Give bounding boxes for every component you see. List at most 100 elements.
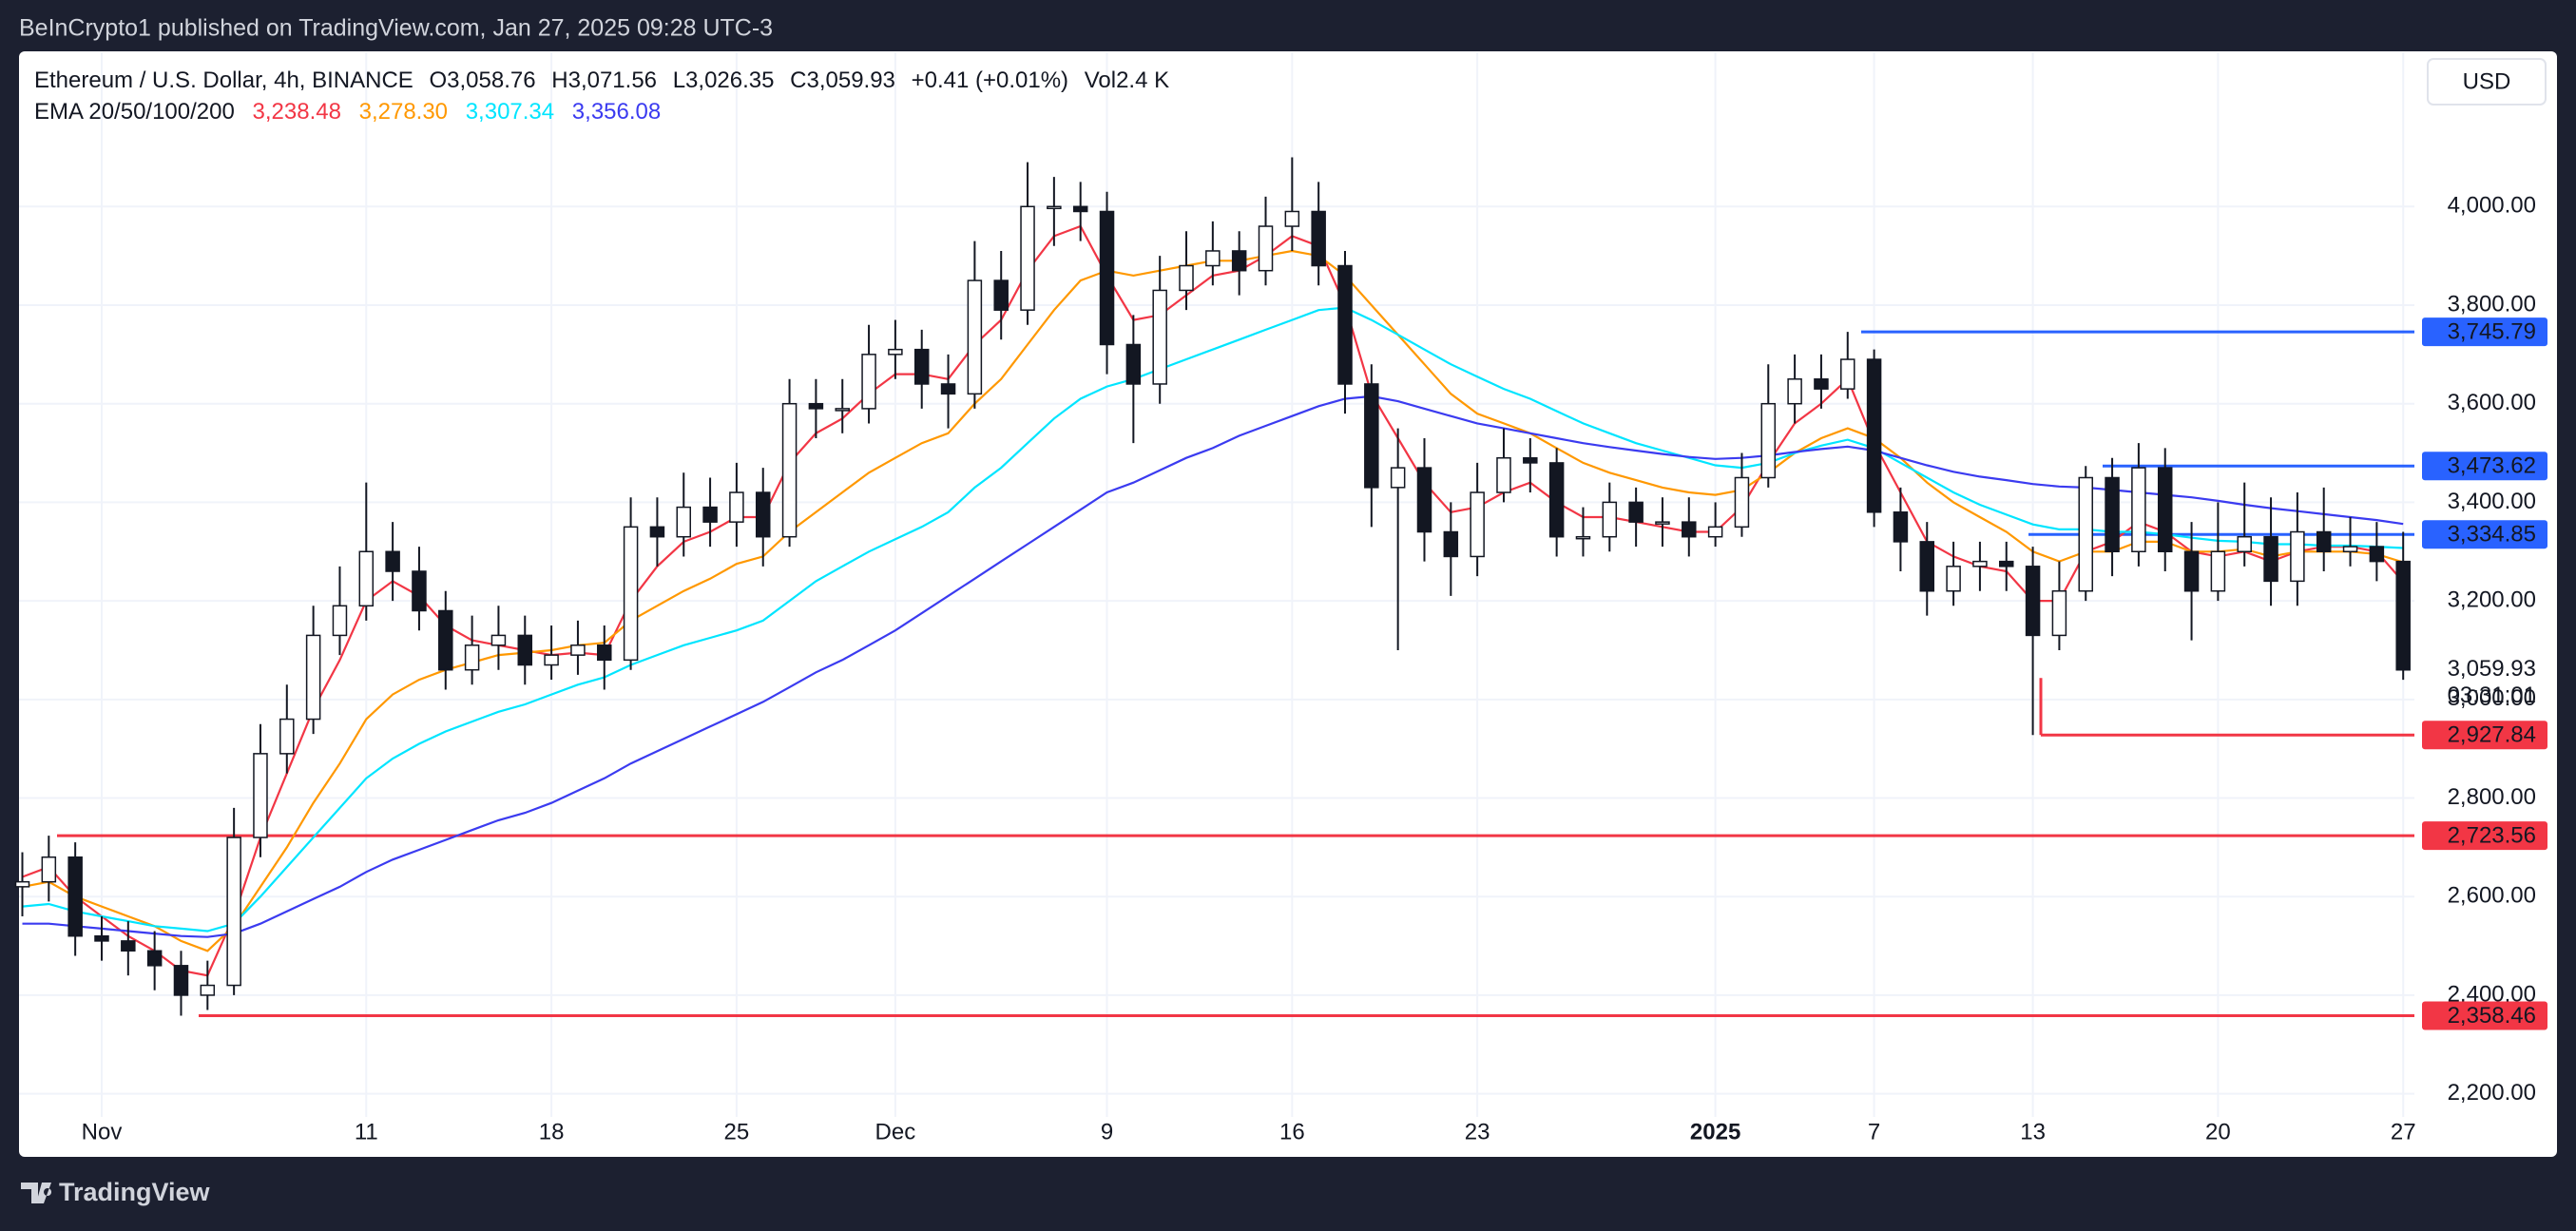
y-tick-label: 3,600.00: [2448, 390, 2536, 415]
publisher: BeInCrypto1 published on TradingView.com…: [19, 15, 773, 42]
level-label: 2,927.84: [2448, 722, 2536, 748]
candle-body: [2157, 467, 2173, 553]
candle-body: [490, 634, 507, 646]
ema-line: [22, 394, 2404, 938]
candle-body: [888, 348, 903, 356]
ohlc-value: 3,071.56: [568, 67, 657, 93]
candle-body: [1787, 378, 1802, 405]
candle-body: [305, 634, 321, 721]
candle-body: [967, 279, 983, 395]
currency-button-label[interactable]: USD: [2463, 68, 2511, 94]
candle-body: [358, 550, 375, 607]
level-label: 2,723.56: [2448, 822, 2536, 848]
candle-body: [1707, 526, 1723, 538]
volume: 2.4 K: [1116, 67, 1169, 93]
ema-value: 3,356.08: [572, 99, 661, 125]
candle-body: [1284, 210, 1300, 227]
footer-logo: TradingView: [21, 1178, 211, 1206]
x-tick-label: 23: [1465, 1119, 1490, 1144]
level-label-bg: [2422, 317, 2547, 347]
currency-button-bg[interactable]: [2427, 58, 2547, 106]
logo-icon: [21, 1183, 52, 1203]
level-label-bg: [2422, 821, 2547, 851]
candle-body: [226, 837, 241, 987]
candle-body: [41, 856, 57, 883]
currency-button[interactable]: USD: [2427, 58, 2547, 106]
symbol: Ethereum / U.S. Dollar, 4h, BINANCE: [34, 67, 413, 93]
candle-body: [676, 506, 691, 538]
x-tick-label: 18: [539, 1119, 565, 1144]
candle-body: [1470, 491, 1485, 558]
candle-body: [1020, 205, 1035, 311]
candle-body: [940, 383, 956, 395]
candle-body: [2342, 546, 2358, 553]
candle-body: [1946, 566, 1961, 592]
candle-body: [2105, 476, 2120, 553]
candle-body: [861, 354, 876, 410]
candle-body: [1179, 264, 1194, 292]
candle-body: [729, 491, 744, 523]
candle-body: [1734, 476, 1750, 529]
candle-body: [1893, 511, 1909, 543]
ohlc-key: O: [429, 67, 447, 93]
level-label-bg: [2422, 520, 2547, 549]
y-tick-label: 3,200.00: [2448, 587, 2536, 612]
candle-body: [2210, 550, 2226, 592]
grid: [19, 52, 2414, 1117]
candle-body: [1628, 501, 1644, 523]
candle-body: [121, 940, 136, 952]
level-label-bg: [2422, 721, 2547, 750]
y-tick-label: 3,400.00: [2448, 489, 2536, 514]
candle-body: [253, 753, 268, 838]
volume-key: Vol: [1085, 67, 1116, 93]
y-tick-label: 3,000.00: [2448, 685, 2536, 711]
change: +0.41 (+0.01%): [912, 67, 1068, 93]
candle-body: [2051, 589, 2067, 637]
candle-body: [1364, 383, 1379, 489]
candle-body: [1814, 378, 1829, 390]
x-tick-label: 2025: [1690, 1119, 1740, 1144]
level-label: 3,334.85: [2448, 522, 2536, 548]
x-tick-label: 16: [1279, 1119, 1305, 1144]
candle-body: [1258, 225, 1274, 272]
candle-body: [332, 605, 348, 637]
ema-label: EMA 20/50/100/200: [34, 99, 235, 125]
candle-body: [173, 965, 189, 996]
candle-body: [464, 644, 480, 671]
candle-body: [1919, 541, 1935, 592]
candle-body: [1682, 521, 1697, 538]
candle-body: [2369, 546, 2385, 563]
candles: [14, 157, 2411, 1016]
y-tick-label: 2,200.00: [2448, 1080, 2536, 1106]
candle-body: [1866, 358, 1882, 513]
candle-body: [2395, 560, 2411, 671]
candle-body: [649, 526, 665, 538]
ohlc-value: 3,026.35: [685, 67, 774, 93]
candle-body: [913, 348, 930, 385]
candle-body: [1496, 456, 1511, 493]
candle-body: [412, 570, 427, 612]
candle-body: [1840, 358, 1855, 390]
candle-body: [1972, 560, 1988, 567]
candle-body: [1575, 535, 1591, 540]
candle-body: [781, 402, 798, 538]
y-tick-label: 2,800.00: [2448, 784, 2536, 810]
candle-body: [279, 718, 295, 755]
candle-body: [1523, 456, 1538, 464]
ohlc-key: H: [551, 67, 567, 93]
candle-body: [1099, 210, 1115, 346]
candle-body: [146, 950, 163, 967]
candle-body: [1205, 250, 1221, 267]
candle-body: [517, 634, 533, 666]
ohlc-key: L: [673, 67, 685, 93]
candle-body: [2131, 467, 2146, 553]
brand: TradingView: [59, 1178, 211, 1206]
level-label-bg: [2422, 452, 2547, 481]
candle-body: [2316, 530, 2332, 553]
level-label-bg: [2422, 1001, 2547, 1030]
candle-body: [702, 506, 718, 523]
candle-body: [438, 609, 453, 671]
y-tick-label: 2,600.00: [2448, 883, 2536, 909]
candle-body: [808, 402, 824, 410]
